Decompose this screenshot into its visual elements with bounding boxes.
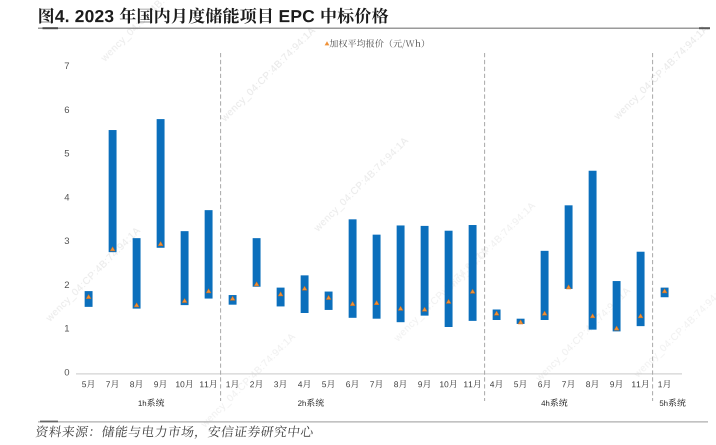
svg-text:3: 3 [64,236,69,247]
svg-text:1: 1 [64,324,69,335]
svg-text:4: 4 [64,192,69,203]
svg-text:7: 7 [64,61,69,72]
svg-text:5: 5 [64,149,69,160]
svg-text:0: 0 [64,368,69,379]
svg-text:2: 2 [64,280,69,291]
svg-text:6: 6 [64,105,69,116]
